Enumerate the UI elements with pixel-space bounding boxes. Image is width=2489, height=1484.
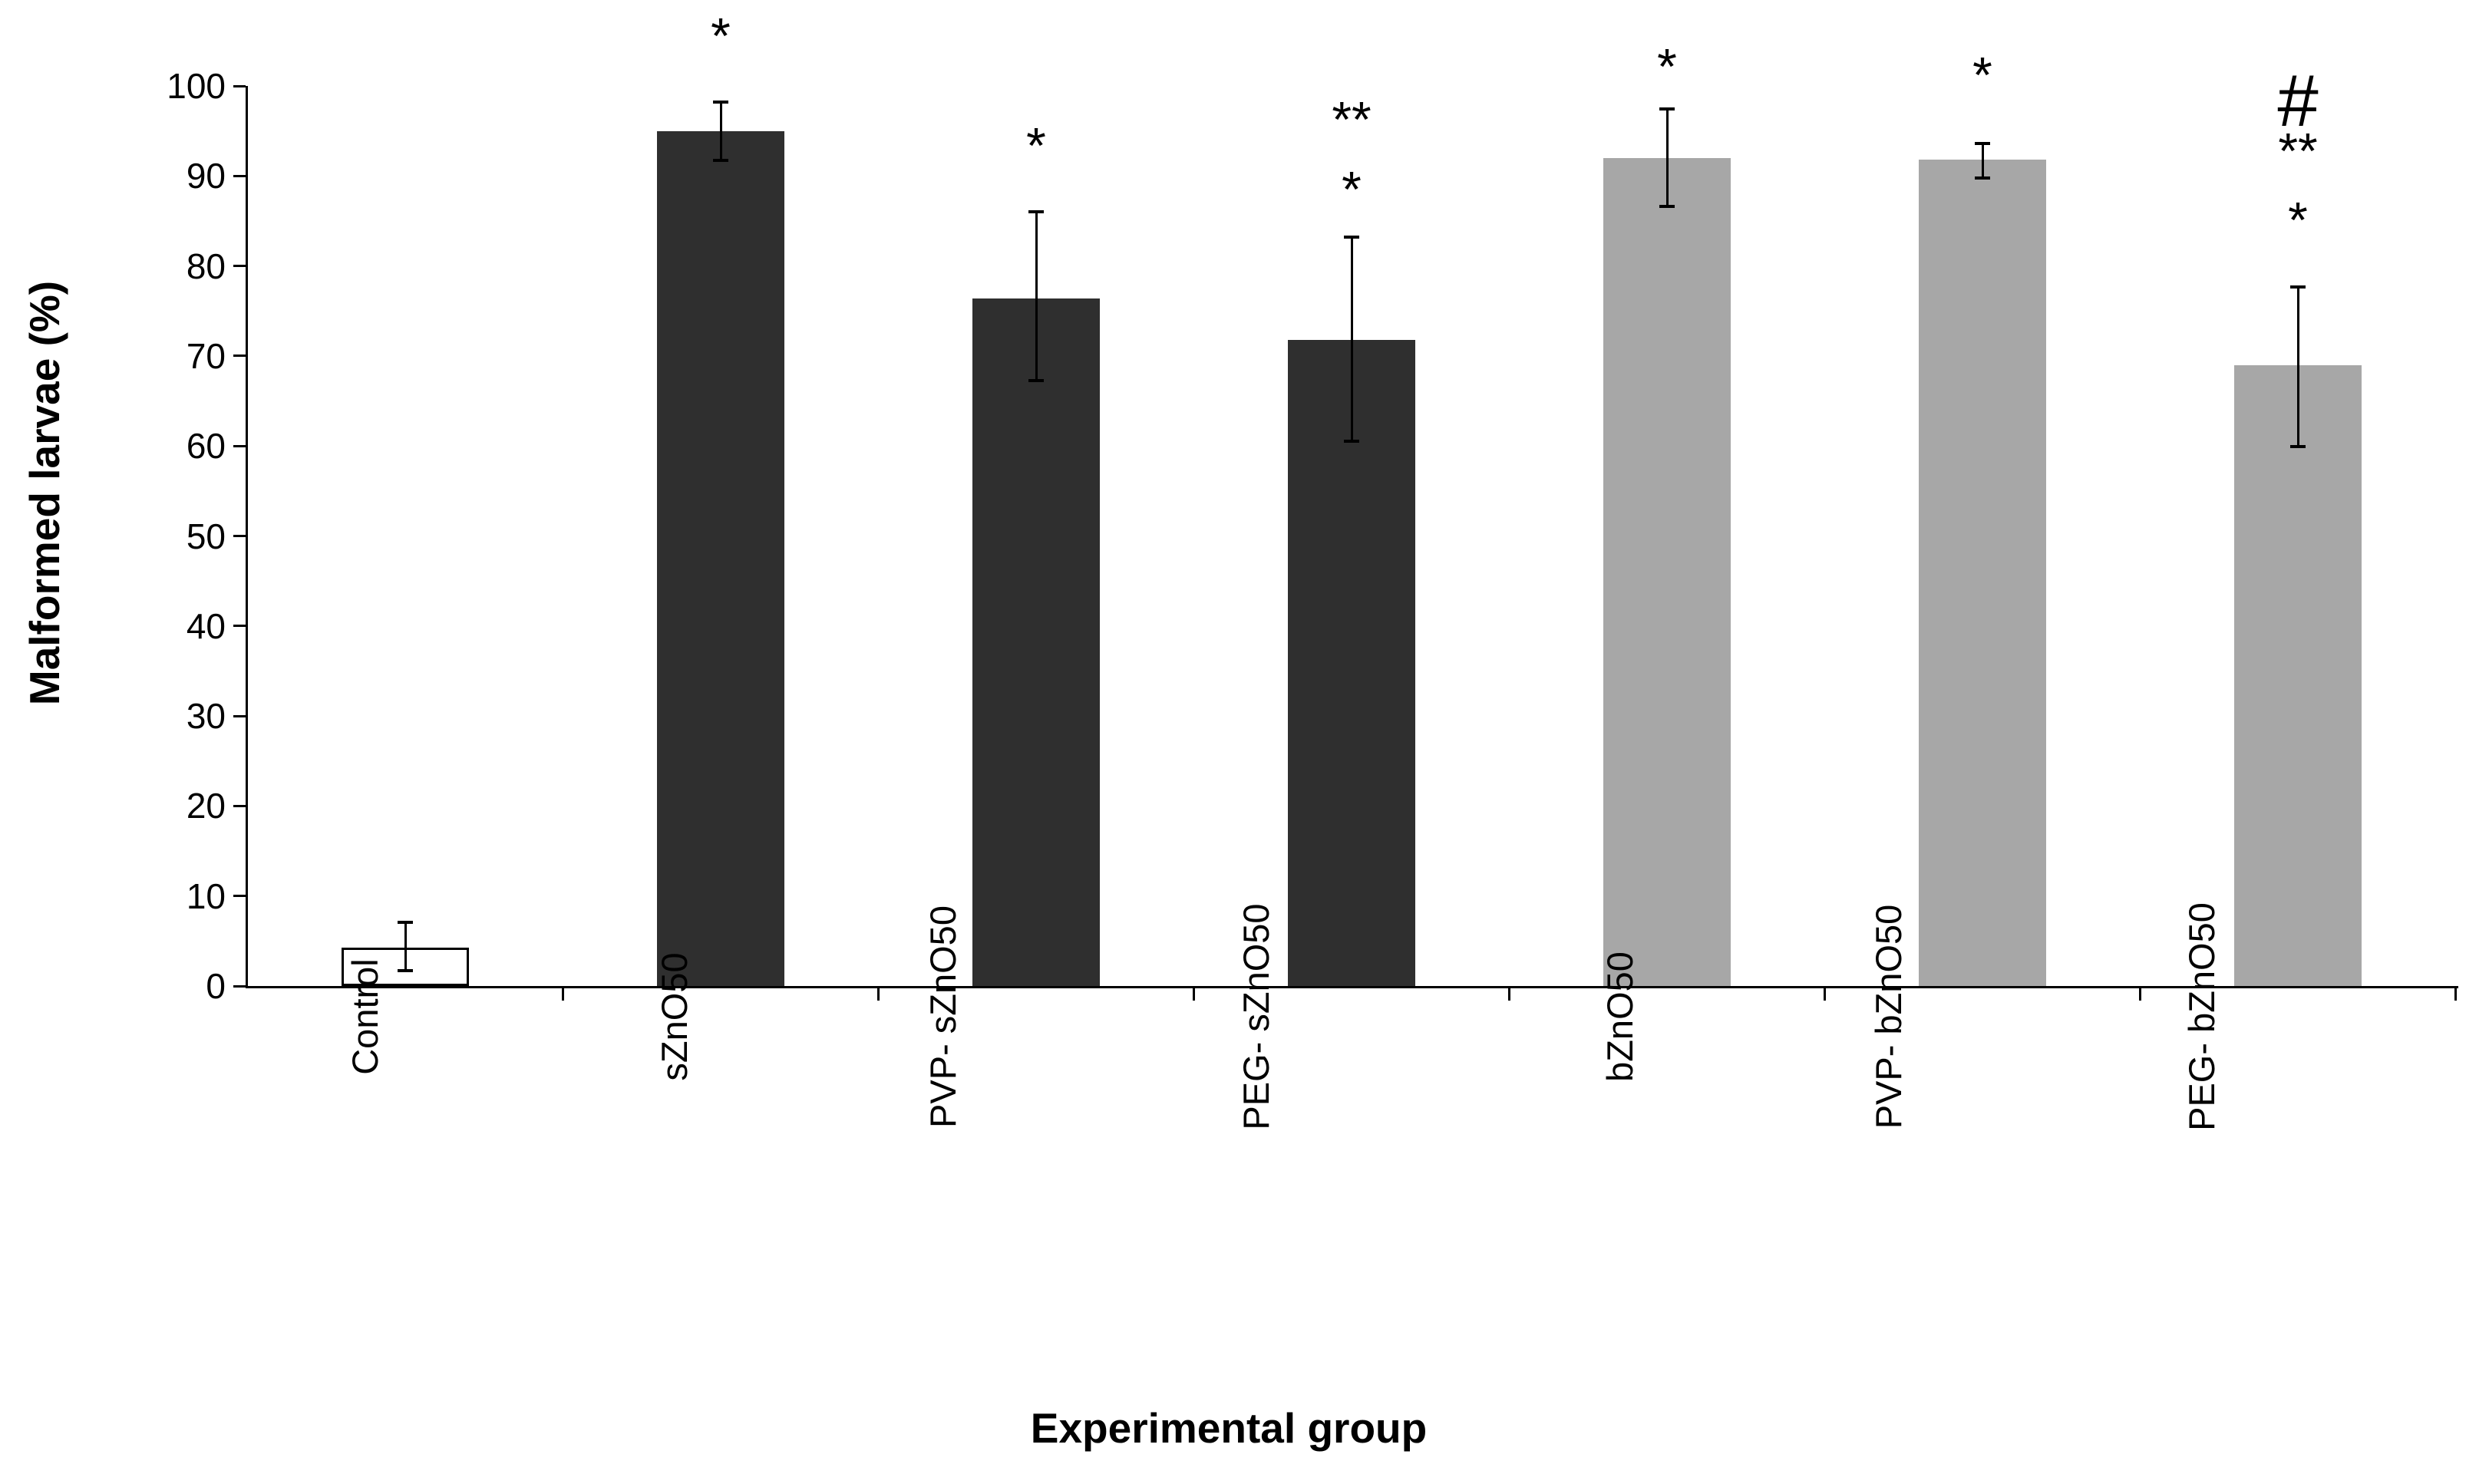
y-tick [233,625,246,628]
x-tick [1824,988,1826,1001]
y-tick-label: 60 [186,426,226,467]
significance-symbol: * [1342,160,1362,218]
y-tick-label: 30 [186,696,226,737]
x-category-label-text: bZnO50 [1599,951,1641,1082]
bar [1288,339,1415,986]
x-category-label-text: PEG- sZnO50 [1236,902,1277,1130]
x-category-label-text: PVP- sZnO50 [923,905,964,1128]
x-tick [1193,988,1195,1001]
error-bar-line [404,922,407,971]
y-tick-label: 100 [167,66,226,106]
y-tick [233,265,246,268]
x-category-label-text: PVP- bZnO50 [1867,904,1909,1129]
y-tick-label: 10 [186,876,226,916]
y-tick-label: 90 [186,156,226,196]
error-bar-cap-bottom [1344,440,1359,444]
error-bar-cap-top [1659,107,1675,111]
error-bar-cap-top [2290,285,2306,289]
error-bar-line [1665,109,1669,207]
error-bar-cap-top [398,920,413,924]
error-bar-cap-bottom [1659,205,1675,209]
x-category-label-text: Control [345,958,386,1075]
error-bar-cap-top [1344,236,1359,239]
significance-symbol: * [1657,38,1677,95]
error-bar-cap-top [713,101,728,104]
error-bar-cap-bottom [398,969,413,973]
error-bar-cap-bottom [2290,445,2306,449]
y-tick [233,804,246,807]
x-tick [1508,988,1510,1001]
x-tick [562,988,564,1001]
y-tick [233,174,246,177]
bar [657,130,784,986]
x-category-label-text: PEG- bZnO50 [2181,902,2223,1131]
significance-symbol: * [1026,117,1046,174]
error-bar-line [2296,286,2299,447]
x-axis-title-text: Experimental group [1030,1403,1428,1452]
error-bar-cap-top [1975,142,1990,146]
y-tick-label: 40 [186,605,226,646]
y-axis-line [245,86,248,988]
bar [1919,160,2046,986]
significance-symbol: ** [2278,122,2318,180]
error-bar-cap-bottom [713,159,728,163]
error-bar-line [1035,212,1038,381]
y-tick-label: 0 [206,966,226,1006]
error-bar-cap-bottom [1975,176,1990,180]
x-tick [2139,988,2141,1001]
error-bar-line [1350,237,1353,442]
bar [1603,157,1731,986]
y-tick-label: 80 [186,246,226,286]
significance-symbol: # [2277,59,2319,142]
y-tick [233,84,246,87]
error-bar-line [719,102,722,161]
error-bar-line [1981,143,1984,178]
y-tick-label: 20 [186,786,226,826]
y-tick [233,984,246,988]
y-tick [233,895,246,898]
y-tick [233,355,246,358]
bar [2234,364,2362,986]
bar [972,298,1100,986]
significance-symbol: * [2288,191,2308,249]
significance-symbol: * [1972,46,1992,104]
x-tick [2454,988,2457,1001]
error-bar-cap-bottom [1028,378,1044,382]
y-tick-label: 70 [186,335,226,376]
y-tick-label: 50 [186,516,226,556]
y-tick [233,714,246,717]
significance-symbol: * [711,7,731,64]
x-category-label-text: sZnO50 [654,951,695,1081]
y-tick [233,444,246,447]
error-bar-cap-top [1028,210,1044,214]
significance-symbol: ** [1332,91,1372,148]
x-axis-line [245,986,2458,988]
y-tick [233,535,246,537]
x-tick [877,988,880,1001]
